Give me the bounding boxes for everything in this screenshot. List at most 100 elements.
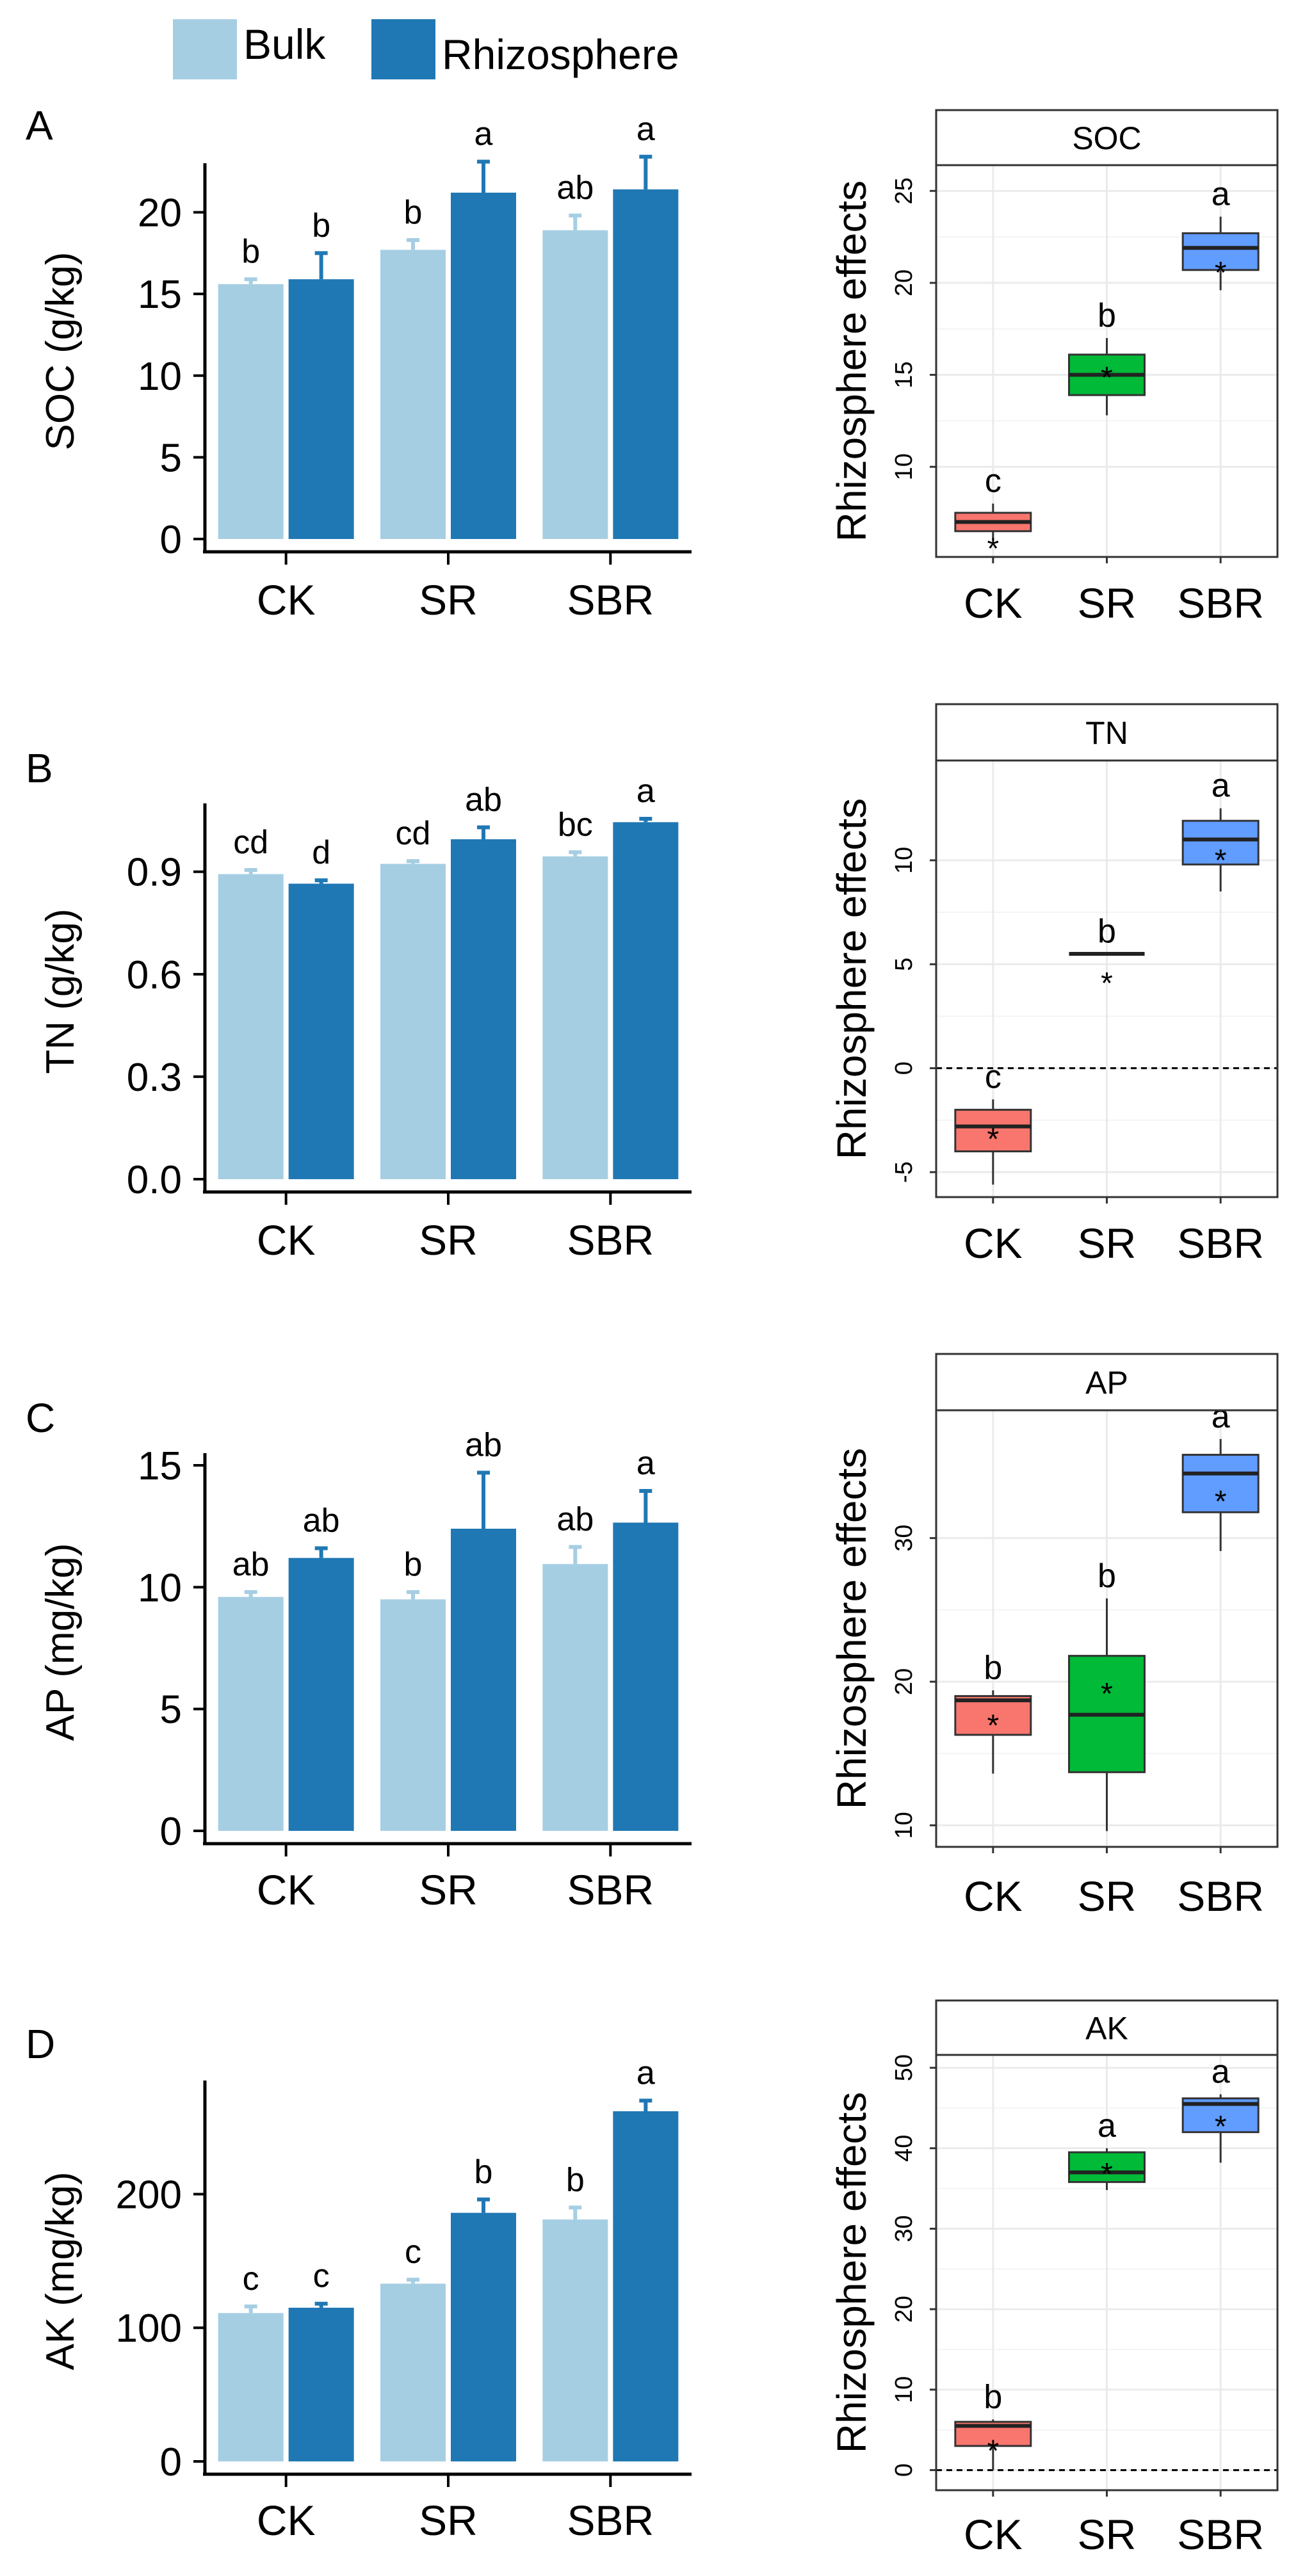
mean-marker: * xyxy=(987,2434,999,2468)
y-tick-label: 5 xyxy=(160,436,182,480)
y-tick-label: 10 xyxy=(138,1566,182,1610)
bar-rhizosphere xyxy=(613,1522,679,1831)
bar-bulk xyxy=(542,1564,608,1831)
x-tick-label: CK xyxy=(257,1216,316,1264)
box-CK xyxy=(954,1109,1032,1153)
bar-rhizosphere xyxy=(288,279,354,539)
mean-marker: * xyxy=(1101,1677,1113,1711)
bar-rhizosphere xyxy=(288,1558,354,1831)
significance-letter: c xyxy=(243,2260,259,2298)
y-tick-label: 10 xyxy=(891,2376,918,2403)
box-panel-AK: * b * a * a AK 0 10 20 30 40 50 CK SR SBR Rhizosphere ef… xyxy=(829,1999,1279,2558)
mean-marker: * xyxy=(1101,361,1113,395)
y-tick-label: 5 xyxy=(160,1688,182,1732)
y-tick-label: 0 xyxy=(891,2463,918,2477)
x-tick-label: SR xyxy=(419,576,478,624)
y-tick-label: 10 xyxy=(138,355,182,399)
y-tick-label: 5 xyxy=(891,958,918,971)
y-tick-label: 25 xyxy=(891,177,918,204)
strip-title: AK xyxy=(1085,2011,1128,2047)
y-axis-title: TN (g/kg) xyxy=(38,908,83,1074)
y-tick-label: 15 xyxy=(138,1444,182,1488)
x-tick-label: SR xyxy=(1078,1220,1137,1267)
significance-letter: b xyxy=(312,207,330,244)
y-tick-label: 10 xyxy=(891,1812,918,1839)
x-tick-label: SR xyxy=(419,1866,478,1913)
y-tick-label: 20 xyxy=(891,2296,918,2322)
significance-letter: c xyxy=(985,1058,1001,1095)
mean-marker: * xyxy=(1215,256,1227,290)
significance-letter: c xyxy=(405,2234,421,2271)
significance-letter: b xyxy=(566,2161,585,2198)
x-tick-label: SBR xyxy=(1177,1872,1264,1920)
x-tick-label: CK xyxy=(964,2511,1023,2558)
mean-marker: * xyxy=(1215,844,1227,878)
significance-letter: b xyxy=(984,1649,1002,1686)
mean-marker: * xyxy=(1101,2157,1113,2191)
x-tick-label: SBR xyxy=(1177,2511,1264,2558)
strip-title: AP xyxy=(1085,1365,1128,1401)
y-axis-title: Rhizosphere effects xyxy=(829,2092,875,2453)
x-tick-label: SBR xyxy=(567,2497,654,2544)
box-SBR xyxy=(1181,1454,1260,1513)
panel-label: A xyxy=(26,102,53,149)
mean-marker: * xyxy=(987,1122,999,1156)
significance-letter: b xyxy=(1098,913,1116,950)
y-tick-label: 0 xyxy=(160,518,182,562)
legend-label-rhizosphere: Rhizosphere xyxy=(442,31,679,78)
strip-title: SOC xyxy=(1072,120,1141,156)
mean-marker: * xyxy=(987,1709,999,1743)
significance-letter: b xyxy=(241,233,260,270)
y-tick-label: 0 xyxy=(160,2440,182,2484)
x-tick-label: SBR xyxy=(567,1216,654,1264)
y-tick-label: 50 xyxy=(891,2054,918,2081)
y-tick-label: 10 xyxy=(891,847,918,874)
significance-letter: b xyxy=(1098,1558,1116,1595)
significance-letter: bc xyxy=(558,806,593,843)
legend: Bulk Rhizosphere xyxy=(173,19,679,79)
y-tick-label: 0.3 xyxy=(127,1056,182,1100)
y-tick-label: 0 xyxy=(160,1810,182,1854)
box-SBR xyxy=(1181,819,1260,865)
y-tick-label: 100 xyxy=(116,2306,182,2351)
bar-bulk xyxy=(380,250,446,539)
x-tick-label: SBR xyxy=(567,1866,654,1913)
y-tick-label: 0 xyxy=(891,1061,918,1075)
bar-bulk xyxy=(380,1599,446,1831)
x-tick-label: SR xyxy=(1078,1872,1137,1920)
y-tick-label: -5 xyxy=(891,1161,918,1183)
bar-rhizosphere xyxy=(451,1529,516,1831)
bar-bulk xyxy=(380,864,446,1179)
strip xyxy=(935,703,1279,762)
bar-rhizosphere xyxy=(613,2111,679,2461)
significance-letter: ab xyxy=(303,1502,340,1539)
x-tick-label: CK xyxy=(964,1220,1023,1267)
significance-letter: ab xyxy=(465,781,502,818)
box-panel-TN: * c * b * a TN -5 0 5 10 CK SR SBR Rhizosphere effects xyxy=(829,703,1279,1267)
strip xyxy=(935,109,1279,166)
significance-letter: b xyxy=(404,194,423,231)
y-tick-label: 15 xyxy=(138,273,182,317)
y-axis-title: Rhizosphere effects xyxy=(829,1448,875,1809)
x-tick-label: SR xyxy=(419,2497,478,2544)
strip-title: TN xyxy=(1085,715,1128,751)
y-tick-label: 20 xyxy=(138,191,182,236)
box-SBR xyxy=(1181,232,1260,271)
y-tick-label: 30 xyxy=(891,1525,918,1552)
bar-bulk xyxy=(218,874,284,1179)
significance-letter: ab xyxy=(465,1426,502,1463)
significance-letter: cd xyxy=(396,815,431,852)
legend-label-bulk: Bulk xyxy=(243,20,326,68)
significance-letter: a xyxy=(1212,175,1230,213)
x-tick-label: SBR xyxy=(1177,579,1264,627)
mean-marker: * xyxy=(1215,2110,1227,2144)
y-axis-title: AK (mg/kg) xyxy=(38,2171,83,2370)
y-axis-title: Rhizosphere effects xyxy=(829,798,875,1159)
bar-rhizosphere xyxy=(451,192,516,540)
significance-letter: a xyxy=(636,111,655,148)
bar-panel-D: D 0 100 200 AK (mg/kg) CK c c SR c b SBR b a xyxy=(26,2021,692,2544)
x-tick-label: SR xyxy=(1078,2511,1137,2558)
x-tick-label: SR xyxy=(1078,579,1137,627)
